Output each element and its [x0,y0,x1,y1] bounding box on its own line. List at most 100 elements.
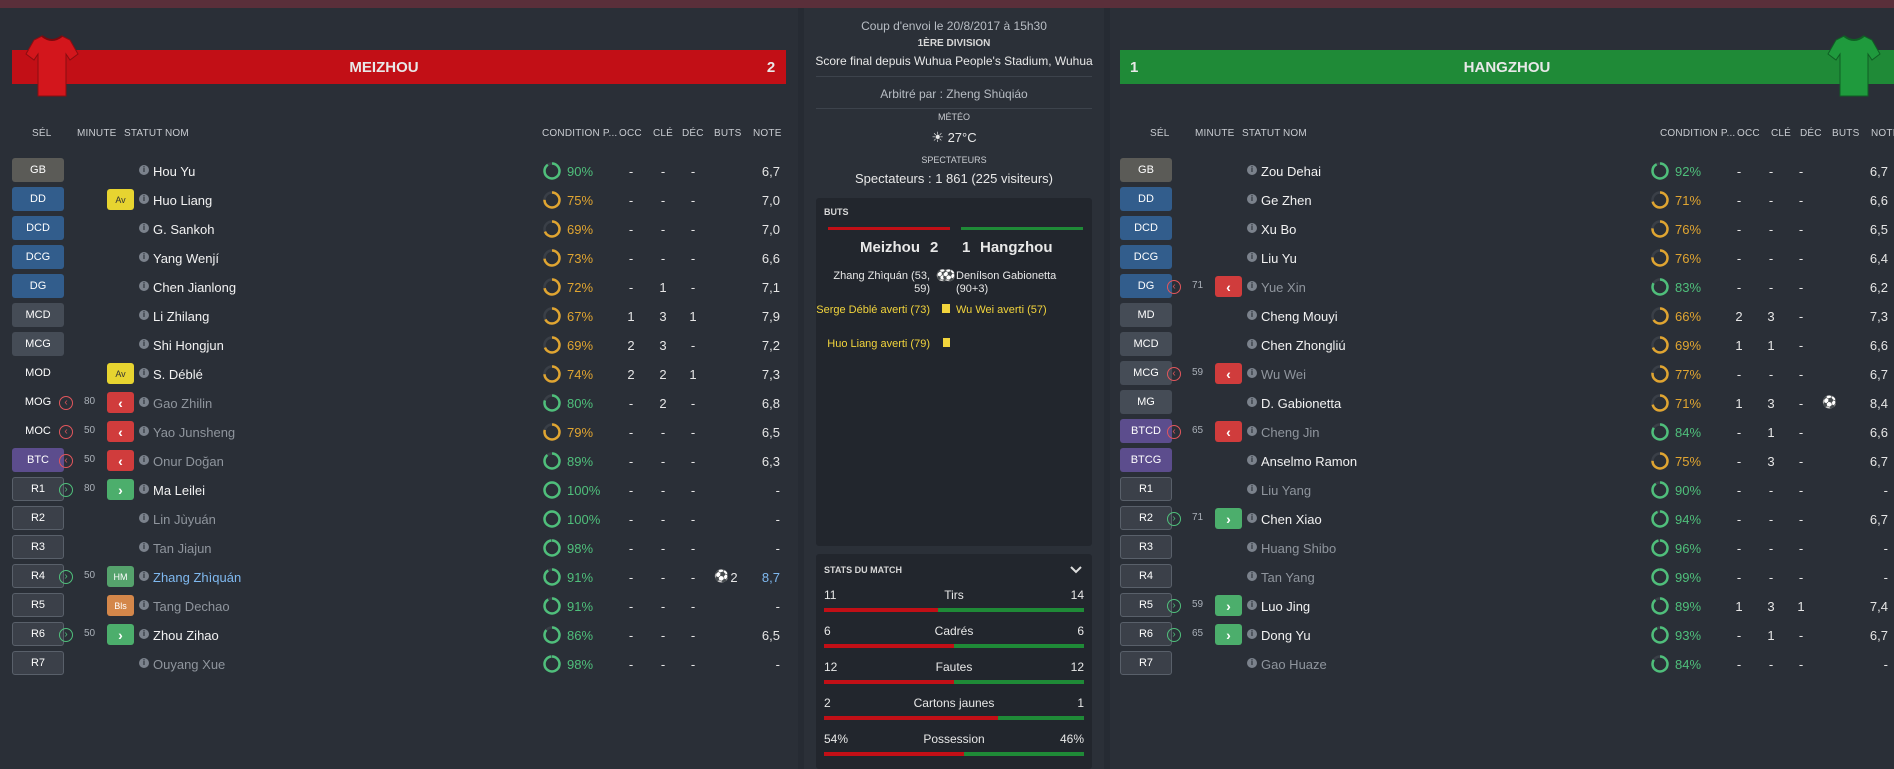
player-name[interactable]: Tang Dechao [153,599,230,614]
player-row[interactable]: R4 › 50 HM i Zhang Zhìquán 91% - - - ⚽ 2 8,7 [12,562,786,591]
player-row[interactable]: MCD i Li Zhilang 67% 1 3 1 7,9 [12,301,786,330]
player-name[interactable]: Tan Jiajun [153,541,212,556]
match-event[interactable]: Denílson Gabionetta (90+3) ⚽ [942,270,1076,296]
substituted-out-icon[interactable]: ‹ [1215,421,1242,442]
player-row[interactable]: R3 i Tan Jiajun 98% - - - - [12,533,786,562]
position-badge[interactable]: MCD [1120,332,1172,356]
player-row[interactable]: BTCG i Anselmo Ramon 75% - 3 - 6,7 [1120,446,1894,475]
goals-away-name[interactable]: Hangzhou [980,239,1053,256]
info-icon[interactable]: i [139,426,149,436]
player-row[interactable]: MCG ‹ 59 ‹ i Wu Wei 77% - - -6,7 [1120,359,1894,388]
info-icon[interactable]: i [139,629,149,639]
header-note[interactable]: NOTE [753,128,782,139]
substituted-in-icon[interactable]: › [1215,624,1242,645]
header-sel[interactable]: SÉL [1150,128,1170,139]
player-row[interactable]: R7 i Ouyang Xue 98% - - - - [12,649,786,678]
info-icon[interactable]: i [1247,194,1257,204]
info-icon[interactable]: i [139,194,149,204]
player-name[interactable]: Wu Wei [1261,367,1307,382]
warning-badge[interactable]: Av [107,189,134,210]
division-text[interactable]: 1ÈRE DIVISION [917,38,991,49]
player-name[interactable]: Chen Zhongliú [1261,338,1346,353]
player-name[interactable]: Gao Zhilin [153,396,213,411]
man-of-match-badge[interactable]: HM [107,566,134,587]
header-buts[interactable]: BUTS [1832,128,1860,139]
header-cle[interactable]: CLÉ [653,128,674,139]
substituted-out-icon[interactable]: ‹ [107,421,134,442]
position-badge[interactable]: BTCD [1120,419,1172,443]
substituted-in-icon[interactable]: › [107,624,134,645]
substituted-in-icon[interactable]: › [107,479,134,500]
away-team-name[interactable]: HANGZHOU [1463,58,1551,76]
player-name[interactable]: Shi Hongjun [153,338,224,353]
info-icon[interactable]: i [1247,600,1257,610]
player-name[interactable]: Yao Junsheng [153,425,236,440]
player-row[interactable]: R5 › 59 › i Luo Jing 89% 1 3 1 7,4 [1120,591,1894,620]
home-team-name[interactable]: MEIZHOU [349,58,419,76]
player-name[interactable]: Lin Jùyuán [153,512,216,527]
player-name[interactable]: D. Gabionetta [1261,396,1342,411]
position-badge[interactable]: R4 [12,564,64,588]
header-minute[interactable]: MINUTE [77,128,117,139]
header-buts[interactable]: BUTS [714,128,742,139]
position-badge[interactable]: R4 [1120,564,1172,588]
player-row[interactable]: GB i Hou Yu 90% - - - 6,7 [12,156,786,185]
player-name[interactable]: Yue Xin [1261,280,1306,295]
position-badge[interactable]: MOG [24,396,52,408]
player-name[interactable]: Liu Yu [1261,251,1297,266]
substituted-in-icon[interactable]: › [1215,595,1242,616]
position-badge[interactable]: MOD [25,367,51,379]
player-name[interactable]: Li Zhilang [153,309,210,324]
position-badge[interactable]: MCG [1120,361,1172,385]
position-badge[interactable]: DD [12,187,64,211]
position-badge[interactable]: BTC [12,448,64,472]
match-event[interactable]: Wu Wei averti (57) [942,304,1076,317]
info-icon[interactable]: i [139,600,149,610]
position-badge[interactable]: DCD [1120,216,1172,240]
player-row[interactable]: MOG ‹ 80 ‹ i Gao Zhilin 80% - 2 - 6,8 [12,388,786,417]
player-name[interactable]: Liu Yang [1261,483,1312,498]
info-icon[interactable]: i [1247,513,1257,523]
player-name[interactable]: Tan Yang [1261,570,1315,585]
position-badge[interactable]: MCG [12,332,64,356]
substituted-out-icon[interactable]: ‹ [1215,276,1242,297]
info-icon[interactable]: i [1247,455,1257,465]
position-badge[interactable]: R2 [1120,506,1172,530]
position-badge[interactable]: R5 [1120,593,1172,617]
player-row[interactable]: R3 i Huang Shibo 96% - - - - [1120,533,1894,562]
header-minute[interactable]: MINUTE [1195,128,1235,139]
player-name[interactable]: Zhang Zhìquán [153,570,242,585]
position-badge[interactable]: MG [1120,390,1172,414]
match-event[interactable]: Huo Liang averti (79) [816,338,950,351]
player-name[interactable]: Zhou Zihao [153,628,219,643]
header-cle[interactable]: CLÉ [1771,128,1792,139]
header-dec[interactable]: DÉC [682,128,704,139]
player-row[interactable]: DCD i G. Sankoh 69% - - - 7,0 [12,214,786,243]
player-name[interactable]: Chen Xiao [1261,512,1322,527]
player-name[interactable]: Ge Zhen [1261,193,1312,208]
player-name[interactable]: Yang Wenjí [153,251,220,266]
info-icon[interactable]: i [139,484,149,494]
info-icon[interactable]: i [139,165,149,175]
position-badge[interactable]: DD [1120,187,1172,211]
player-name[interactable]: Onur Doğan [153,454,224,469]
position-badge[interactable]: BTCG [1120,448,1172,472]
substituted-in-icon[interactable]: › [1215,508,1242,529]
position-badge[interactable]: R5 [12,593,64,617]
player-row[interactable]: DCG i Yang Wenjí 73% - - - 6,6 [12,243,786,272]
header-nom[interactable]: NOM [165,128,189,139]
player-name[interactable]: Gao Huaze [1261,657,1327,672]
player-name[interactable]: Ma Leilei [153,483,206,498]
player-row[interactable]: MCG i Shi Hongjun 69% 2 3 - 7,2 [12,330,786,359]
info-icon[interactable]: i [139,339,149,349]
info-icon[interactable]: i [139,252,149,262]
player-name[interactable]: Huang Shibo [1261,541,1337,556]
referee-text[interactable]: Arbitré par : Zheng Shùqiáo [880,87,1028,101]
substituted-out-icon[interactable]: ‹ [107,392,134,413]
player-name[interactable]: Dong Yu [1261,628,1311,643]
player-row[interactable]: R1 › 80 › i Ma Leilei 100% - - - - [12,475,786,504]
position-badge[interactable]: GB [1120,158,1172,182]
info-icon[interactable]: i [1247,310,1257,320]
header-condition[interactable]: CONDITION P... [1660,128,1736,139]
info-icon[interactable]: i [1247,252,1257,262]
